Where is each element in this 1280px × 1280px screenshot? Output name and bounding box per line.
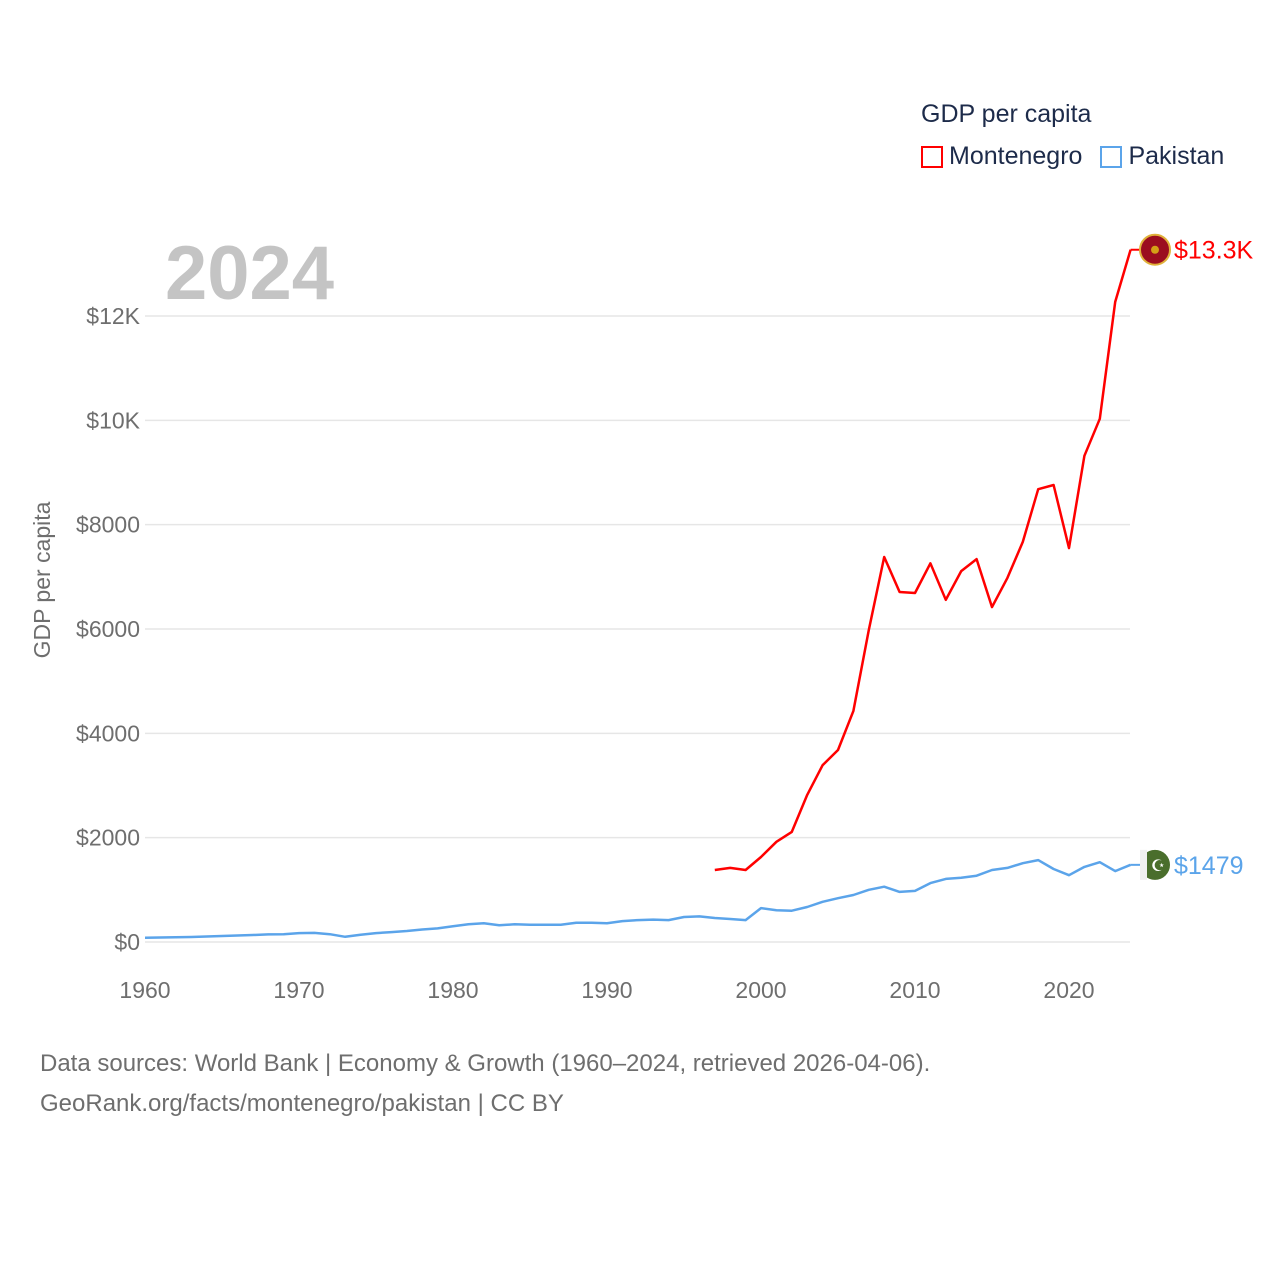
montenegro-flag-emblem-icon <box>1151 245 1159 254</box>
x-tick-label: 2020 <box>1043 977 1094 1003</box>
series-line-pakistan <box>144 858 1132 939</box>
legend: Montenegro Pakistan <box>921 142 1224 171</box>
end-value-label-pakistan: $1479 <box>1174 852 1244 880</box>
x-tick-label: 1980 <box>427 977 478 1003</box>
legend-title: GDP per capita <box>921 100 1092 128</box>
y-tick-label: $4000 <box>76 720 140 746</box>
y-tick-label: $12K <box>86 303 140 329</box>
footer-link[interactable]: GeoRank.org/facts/montenegro/pakistan | … <box>40 1090 564 1117</box>
legend-label-montenegro: Montenegro <box>949 142 1083 170</box>
x-tick-label: 1960 <box>119 977 170 1003</box>
footer-sources: Data sources: World Bank | Economy & Gro… <box>40 1050 931 1077</box>
pakistan-flag-stripe-icon <box>1140 849 1147 880</box>
y-tick-label: $0 <box>114 929 140 955</box>
legend-swatch-montenegro <box>921 145 943 168</box>
x-tick-label: 2010 <box>889 977 940 1003</box>
x-tick-label: 1990 <box>581 977 632 1003</box>
legend-item-montenegro[interactable]: Montenegro <box>921 142 1082 171</box>
x-tick-label: 1970 <box>273 977 324 1003</box>
series-line-montenegro <box>714 249 1132 872</box>
year-label: 2024 <box>165 231 335 316</box>
end-value-label-montenegro: $13.3K <box>1174 237 1254 265</box>
legend-swatch-pakistan <box>1100 145 1123 168</box>
y-tick-label: $8000 <box>76 512 140 538</box>
footer: Data sources: World Bank | Economy & Gro… <box>40 1044 930 1124</box>
legend-item-pakistan[interactable]: Pakistan <box>1100 142 1224 171</box>
pakistan-flag-crescent-icon: ☪ <box>1151 858 1165 875</box>
y-tick-label: $2000 <box>76 825 140 851</box>
y-tick-label: $6000 <box>76 616 140 642</box>
y-tick-label: $10K <box>86 407 140 433</box>
legend-label-pakistan: Pakistan <box>1128 142 1225 170</box>
x-tick-label: 2000 <box>735 977 786 1003</box>
y-axis-label: GDP per capita <box>29 501 55 658</box>
pakistan-flag-icon <box>1140 849 1170 880</box>
